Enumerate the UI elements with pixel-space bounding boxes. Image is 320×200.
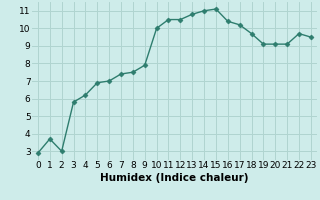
X-axis label: Humidex (Indice chaleur): Humidex (Indice chaleur) [100, 173, 249, 183]
